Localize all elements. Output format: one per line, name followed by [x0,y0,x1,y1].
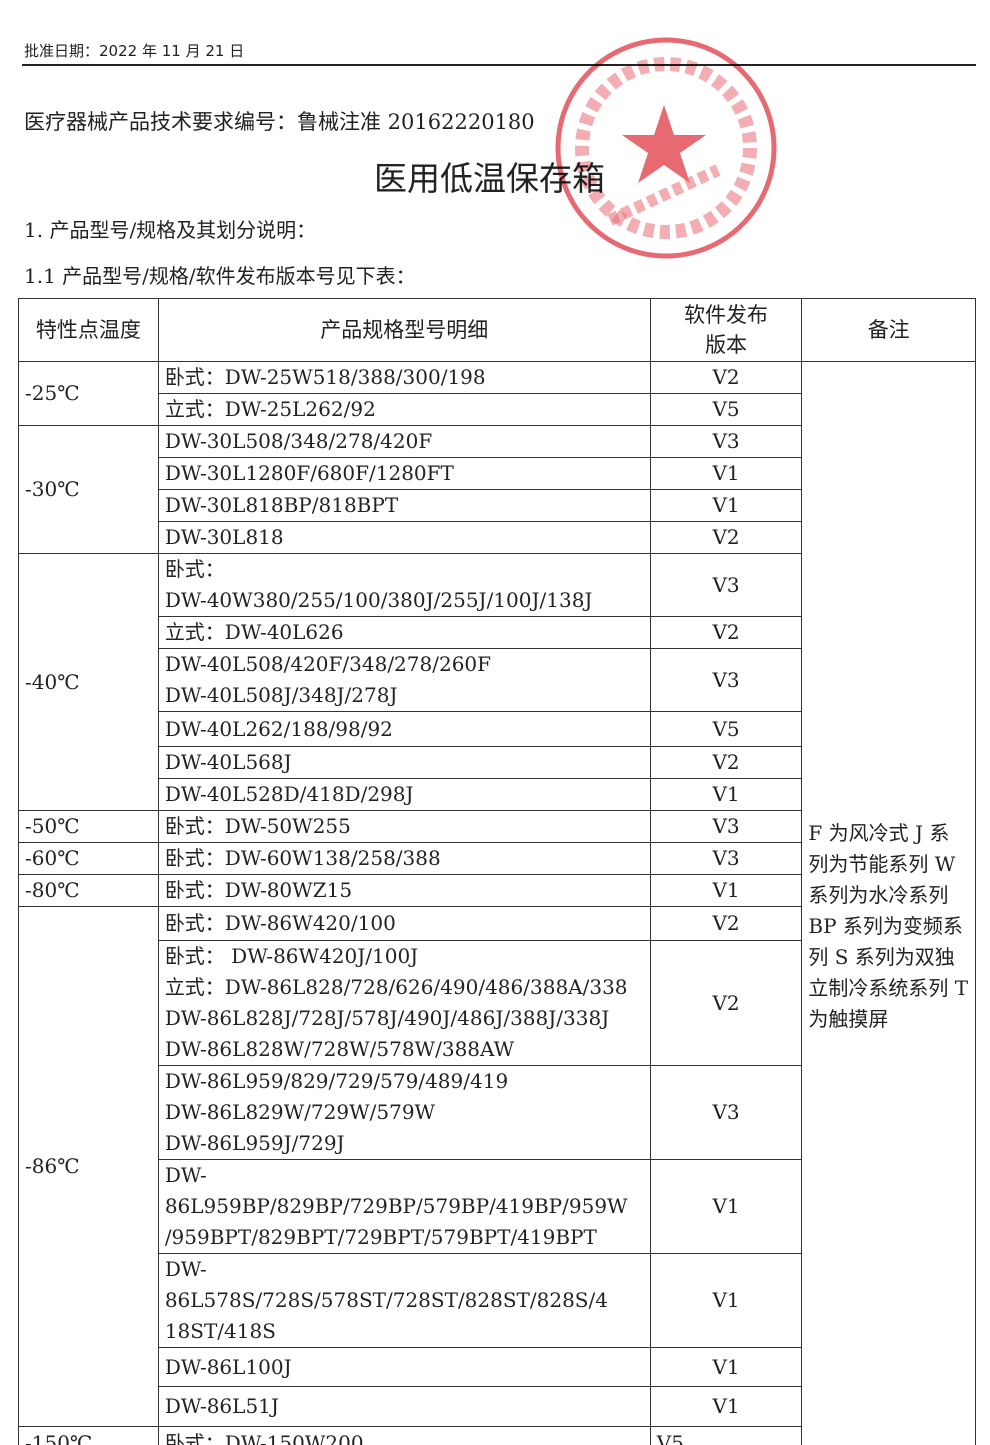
model-cell: 立式：DW-40L626 [157,616,651,649]
header-temperature: 特性点温度 [18,298,159,362]
table-row: -40℃ 卧式： DW-40W380/255/100/380J/255J/100J… [18,553,976,811]
model-cell: 卧式：DW-60W138/258/388 [157,842,651,875]
version-cell: V5 [649,711,803,747]
temperature-cell: -30℃ [18,425,159,554]
version-cell: V1 [649,1347,803,1387]
model-cell: DW-86L959/829/729/579/489/419 DW-86L829W… [157,1065,651,1160]
version-cell: V2 [649,940,803,1066]
temperature-cell: -50℃ [18,810,159,843]
header-remark: 备注 [801,298,976,362]
table-row: -60℃ 卧式：DW-60W138/258/388 V3 [18,842,976,875]
version-cell: V3 [649,553,803,617]
version-cell: V1 [649,457,803,490]
table-row: DW-86L100J V1 [19,1347,976,1387]
model-cell: DW-86L959BP/829BP/729BP/579BP/419BP/959W… [157,1159,651,1254]
table-row: DW-30L818 V2 [19,521,976,554]
temperature-cell: -60℃ [18,842,159,875]
model-cell: DW-30L508/348/278/420F [157,425,651,458]
table-row: DW-30L818BP/818BPT V1 [19,489,976,522]
version-cell: V3 [649,648,803,712]
table-row: -86℃ 卧式：DW-86W420/100 V2 [18,906,976,1427]
temperature-cell: -150℃ [18,1426,159,1445]
version-cell: V2 [649,616,803,649]
version-cell: V1 [649,1253,803,1348]
table-row: DW-40L528D/418D/298J V1 [19,778,976,811]
model-cell: 卧式：DW-50W255 [157,810,651,843]
model-cell: 卧式： DW-40W380/255/100/380J/255J/100J/138… [157,553,651,617]
model-cell: 卧式：DW-150W200 [157,1426,651,1445]
model-cell: DW-30L1280F/680F/1280FT [157,457,651,490]
version-cell: V2 [649,361,803,394]
header-model: 产品规格型号明细 [157,298,651,362]
version-cell: V2 [649,906,803,941]
model-cell: 卧式： DW-86W420J/100J 立式：DW-86L828/728/626… [157,940,651,1066]
temperature-cell: -80℃ [18,874,159,907]
model-cell: DW-40L568J [157,746,651,779]
table-row: -30℃ DW-30L508/348/278/420F V3 [18,425,976,554]
approval-date: 批准日期：2022 年 11 月 21 日 [24,42,245,60]
model-cell: DW-40L528D/418D/298J [157,778,651,811]
model-cell: 卧式：DW-80WZ15 [157,874,651,907]
table-header-row: 特性点温度 产品规格型号明细 软件发布 版本 备注 [18,298,976,362]
subsection-heading: 1.1 产品型号/规格/软件发布版本号见下表： [24,264,416,288]
table-row: 卧式： DW-86W420J/100J 立式：DW-86L828/728/626… [19,940,976,1066]
table-row: DW-86L51J V1 [19,1386,976,1427]
table-row: DW-40L508/420F/348/278/260F DW-40L508J/3… [19,648,976,712]
version-cell: V1 [649,778,803,811]
header-divider [22,64,976,66]
model-cell: 卧式：DW-25W518/388/300/198 [157,361,651,394]
temperature-cell: -86℃ [18,906,159,1427]
table-row: DW-30L1280F/680F/1280FT V1 [19,457,976,490]
version-cell: V5 [649,1426,803,1445]
version-cell: V3 [649,810,803,843]
version-cell: V1 [649,874,803,907]
model-cell: DW-40L508/420F/348/278/260F DW-40L508J/3… [157,648,651,712]
version-cell: V5 [649,393,803,426]
model-cell: DW-30L818 [157,521,651,554]
table-row: -25℃ 卧式：DW-25W518/388/300/198 V2 F 为风冷式 J 系… [18,361,976,1445]
requirement-number: 医疗器械产品技术要求编号：鲁械注准 20162220180 [24,110,535,134]
version-cell: V3 [649,842,803,875]
table-row: DW-86L959BP/829BP/729BP/579BP/419BP/959W… [19,1159,976,1254]
model-cell: DW-86L51J [157,1386,651,1427]
model-cell: DW-86L578S/728S/578ST/728ST/828ST/828S/4… [157,1253,651,1348]
table-row: -50℃ 卧式：DW-50W255 V3 [18,810,976,843]
temperature-cell: -25℃ [18,361,159,426]
version-cell: V1 [649,1159,803,1254]
header-version: 软件发布 版本 [649,298,803,362]
section-heading: 1. 产品型号/规格及其划分说明： [24,218,317,242]
model-cell: DW-86L100J [157,1347,651,1387]
model-cell: DW-40L262/188/98/92 [157,711,651,747]
model-spec-table: 特性点温度 产品规格型号明细 软件发布 版本 备注 -25℃ 卧式：DW-25W5… [18,298,976,1445]
model-cell: 立式：DW-25L262/92 [157,393,651,426]
temperature-cell: -40℃ [18,553,159,811]
official-seal-stamp [555,37,777,259]
version-cell: V1 [649,489,803,522]
version-cell: V2 [649,746,803,779]
version-cell: V3 [649,1065,803,1160]
version-cell: V2 [649,521,803,554]
table-row: DW-86L578S/728S/578ST/728ST/828ST/828S/4… [19,1253,976,1348]
table-row: DW-86L959/829/729/579/489/419 DW-86L829W… [19,1065,976,1160]
table-row: -150℃ 卧式：DW-150W200 V5 [18,1426,976,1445]
table-row: DW-40L568J V2 [19,746,976,779]
remark-cell: F 为风冷式 J 系列为节能系列 W 系列为水冷系列 BP 系列为变频系列 S … [801,361,976,1445]
model-cell: DW-30L818BP/818BPT [157,489,651,522]
version-cell: V3 [649,425,803,458]
model-cell: 卧式：DW-86W420/100 [157,906,651,941]
version-cell: V1 [649,1386,803,1427]
table-row: -80℃ 卧式：DW-80WZ15 V1 [18,874,976,907]
table-row: DW-40L262/188/98/92 V5 [19,711,976,747]
